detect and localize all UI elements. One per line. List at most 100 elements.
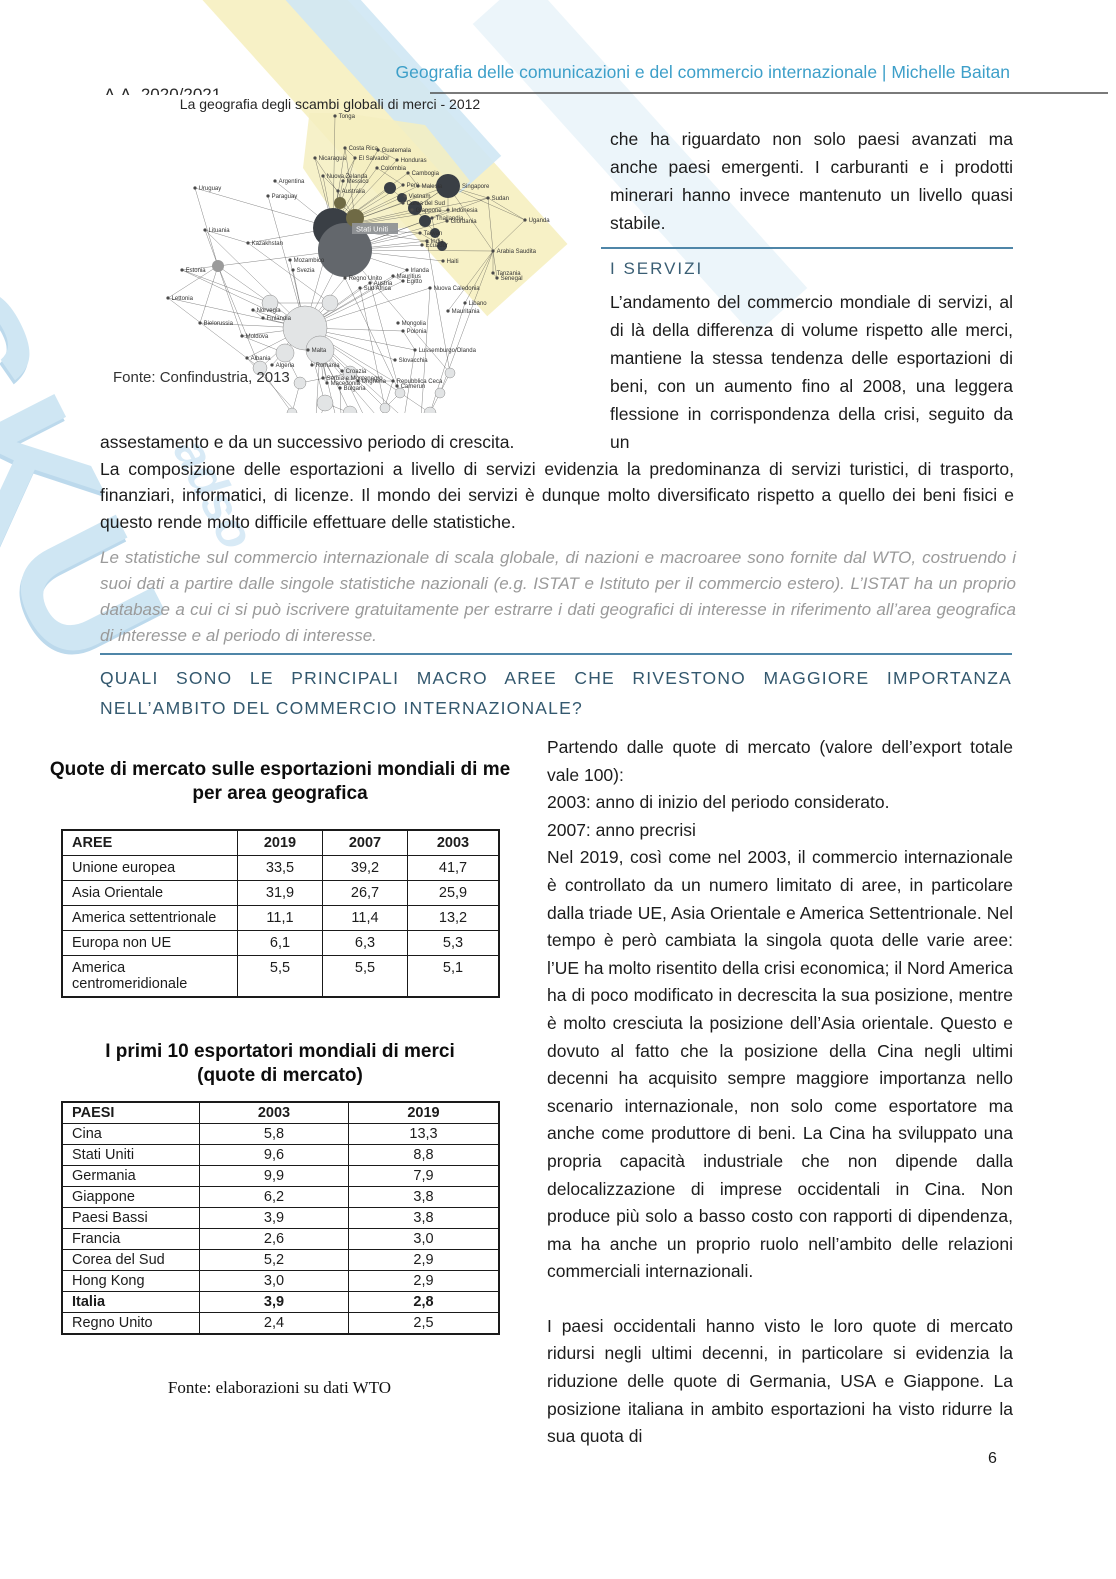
table-cell: 2,4 — [199, 1312, 349, 1335]
network-node — [270, 363, 274, 367]
country-label: Nuova Caledonia — [434, 286, 481, 292]
column-header: 2019 — [348, 1101, 500, 1124]
spacer — [547, 1286, 1013, 1313]
network-node — [321, 294, 339, 312]
country-label: Camerun — [401, 384, 426, 390]
header-rule — [430, 92, 1108, 94]
network-node — [434, 387, 446, 399]
country-label: Norvegia — [257, 308, 282, 314]
network-node — [252, 360, 268, 376]
network-node — [275, 343, 295, 363]
paragraph: Nel 2019, così come nel 2003, il commerc… — [547, 847, 1013, 1282]
network-node — [198, 321, 202, 325]
table-cell: 3,8 — [348, 1207, 500, 1229]
network-node — [406, 171, 410, 175]
network-node — [444, 367, 456, 379]
country-label: Uganda — [529, 218, 551, 224]
network-node — [375, 166, 379, 170]
country-label: Indonesia — [452, 208, 479, 214]
country-label: Singapore — [462, 184, 490, 190]
network-node — [306, 348, 310, 352]
country-label: Corea del Sud — [407, 201, 445, 207]
country-label: Albania — [251, 356, 272, 362]
table-row: Paesi Bassi 3,9 3,8 — [61, 1207, 500, 1229]
network-edge — [299, 372, 351, 384]
table-cell: Stati Uniti — [61, 1144, 200, 1166]
table-cell: 3,9 — [199, 1207, 349, 1229]
country-label: Estonia — [186, 268, 207, 274]
right-column-bottom: Partendo dalle quote di mercato (valore … — [547, 734, 1013, 1451]
network-edge — [492, 219, 526, 252]
network-node — [342, 365, 358, 381]
network-node — [495, 276, 499, 280]
table-cell: 26,7 — [322, 880, 408, 906]
network-node — [291, 268, 295, 272]
country-label: Ecuador — [426, 243, 448, 249]
table-cell: 2,9 — [348, 1270, 500, 1292]
country-label: Serbia e Montenegro — [327, 376, 384, 382]
country-label: Haiti — [447, 259, 459, 265]
table-cell: 2,6 — [199, 1228, 349, 1250]
country-label: Polonia — [407, 329, 428, 335]
table-row: Unione europea 33,5 39,2 41,7 — [61, 855, 500, 881]
network-node — [340, 369, 344, 373]
country-label: Bielorussia — [204, 321, 234, 327]
table-row: America settentrionale 11,1 11,4 13,2 — [61, 905, 500, 931]
country-label: Lituania — [209, 228, 231, 234]
column-header: 2007 — [322, 829, 408, 856]
table-cell: 2,9 — [348, 1249, 500, 1271]
table-cell: 5,3 — [407, 930, 500, 956]
table-cell: 3,8 — [348, 1186, 500, 1208]
country-label: Vietnam — [409, 194, 431, 200]
country-label: Giappone — [416, 208, 443, 214]
table-row: Asia Orientale 31,9 26,7 25,9 — [61, 880, 500, 906]
network-node — [395, 384, 399, 388]
network-node — [343, 146, 347, 150]
network-node — [305, 335, 335, 365]
country-label: Repubblica Ceca — [397, 379, 443, 385]
table-cell: 3,9 — [199, 1291, 349, 1313]
network-edge — [319, 349, 351, 413]
country-label: Malesia — [422, 184, 443, 190]
network-node — [418, 231, 422, 235]
network-edge — [199, 265, 219, 324]
table2-title-line1: I primi 10 esportatori mondiali di merci — [105, 1041, 455, 1062]
network-node — [246, 241, 250, 245]
network-edge — [217, 265, 261, 369]
network-edge — [339, 387, 342, 413]
network-node — [391, 379, 395, 383]
country-label: Costa Rica — [349, 146, 379, 152]
table-cell: 5,1 — [407, 955, 500, 998]
table1-title-line2: per area geografica — [192, 783, 368, 804]
network-node — [413, 348, 417, 352]
table2-title-line2: (quote di mercato) — [197, 1065, 363, 1086]
network-edge — [382, 380, 394, 413]
note-block: Le statistiche sul commercio internazion… — [100, 548, 1016, 645]
network-node — [391, 274, 395, 278]
network-node — [491, 249, 495, 253]
network-node — [384, 182, 396, 194]
column-header: AREE — [61, 829, 238, 856]
network-node — [288, 258, 292, 262]
network-edge — [247, 242, 331, 304]
network-node — [240, 334, 244, 338]
network-node — [410, 208, 414, 212]
table-cell: 9,6 — [199, 1144, 349, 1166]
table-cell: Hong Kong — [61, 1270, 200, 1292]
network-node — [368, 281, 372, 285]
network-node — [393, 358, 397, 362]
country-label: Arabia Saudita — [497, 249, 537, 255]
figure-caption: La geografia degli scambi globali di mer… — [179, 96, 481, 112]
country-label: Giordania — [451, 219, 478, 225]
figure-source: Fonte: Confindustria, 2013 — [113, 369, 290, 386]
country-label: Colombia — [381, 166, 407, 172]
network-node — [405, 268, 409, 272]
table-cell: 3,0 — [348, 1228, 500, 1250]
network-node — [401, 279, 405, 283]
country-label: Macedonia — [331, 381, 361, 387]
network-node — [428, 286, 432, 290]
country-label: Kazakhstan — [252, 241, 283, 247]
table-cell: America settentrionale — [61, 905, 238, 931]
network-node — [293, 376, 307, 390]
network-node — [251, 308, 255, 312]
